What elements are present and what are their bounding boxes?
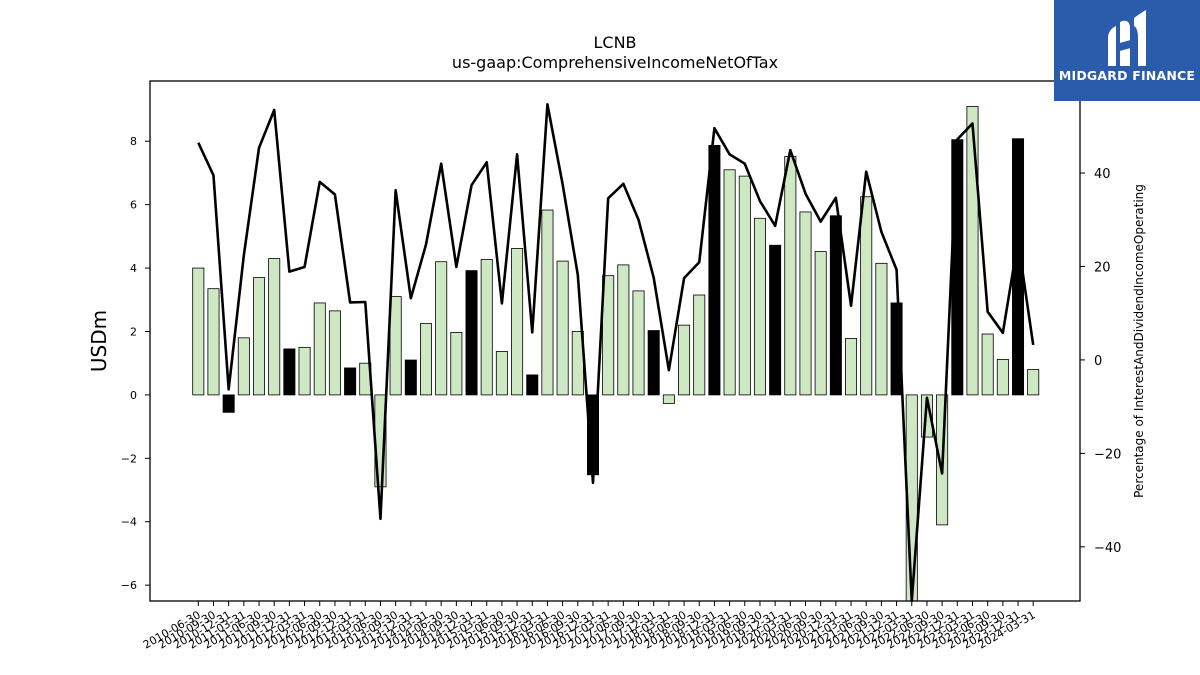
bar-2015-06-30 — [495, 351, 508, 396]
bar-2014-03-31 — [419, 323, 432, 396]
bar-2017-06-30 — [617, 264, 630, 396]
y2-tick-label: −20 — [1094, 447, 1121, 462]
bar-2012-06-30 — [313, 302, 326, 396]
bar-2017-09-30 — [632, 290, 645, 396]
bar-2011-06-30 — [253, 277, 266, 396]
bar-2020-03-31 — [784, 156, 797, 396]
bar-2015-12-31 — [526, 374, 539, 396]
bar-2016-03-31 — [541, 209, 554, 396]
y2-axis-label: Percentage of InterestAndDividendIncomeO… — [1132, 184, 1146, 498]
bar-2010-09-30 — [207, 288, 220, 396]
y-tick-label: −6 — [121, 579, 137, 592]
bar-2014-06-30 — [435, 261, 448, 396]
y2-tick-label: −40 — [1094, 541, 1121, 556]
y-tick-label: −4 — [121, 516, 137, 529]
bar-2011-09-30 — [268, 258, 281, 396]
line-layer — [197, 103, 1035, 603]
bar-2021-06-30 — [860, 196, 873, 396]
y2-tick-label: 0 — [1094, 354, 1102, 369]
y-tick-label: 8 — [130, 135, 137, 148]
bar-2011-03-31 — [237, 337, 250, 396]
y-tick-label: 4 — [130, 262, 137, 275]
bar-2013-12-31 — [404, 359, 417, 396]
bar-2012-09-30 — [328, 310, 341, 396]
bar-2018-12-31 — [708, 144, 721, 396]
bar-2019-12-31 — [769, 244, 782, 396]
bar-2015-09-30 — [511, 248, 524, 396]
bar-2010-12-31 — [222, 394, 235, 413]
bar-2010-06-30 — [192, 267, 205, 396]
bar-2018-09-30 — [693, 294, 706, 396]
bar-2021-12-31 — [890, 302, 903, 396]
bar-2023-06-30 — [981, 333, 994, 396]
chart-subtitle: us-gaap:ComprehensiveIncomeNetOfTax — [452, 53, 778, 72]
bar-2023-09-30 — [996, 358, 1009, 396]
plot-frame — [149, 80, 1081, 602]
bars-group — [192, 105, 1040, 602]
bar-2019-03-31 — [723, 169, 736, 396]
bar-2021-03-31 — [845, 338, 858, 396]
bar-2020-09-30 — [814, 251, 827, 396]
bar-2019-06-30 — [738, 175, 751, 396]
bar-2022-12-31 — [951, 139, 964, 396]
bar-2014-09-30 — [450, 332, 463, 396]
axes-group: −6−4−202468−40−20020402010-06-302010-09-… — [121, 80, 1121, 652]
bar-2018-03-31 — [662, 394, 675, 404]
bar-2021-09-30 — [875, 262, 888, 396]
y-tick-label: 0 — [130, 389, 137, 402]
bar-2022-06-30 — [920, 394, 933, 438]
y2-tick-label: 20 — [1094, 260, 1111, 275]
bar-2016-06-30 — [556, 260, 569, 396]
bar-2017-12-31 — [647, 330, 660, 396]
brand-logo: MIDGARD FINANCE — [1054, 0, 1200, 101]
y-tick-label: 2 — [130, 325, 137, 338]
bar-2023-03-31 — [966, 105, 979, 396]
y-axis-label: USDm — [87, 310, 111, 372]
y2-tick-label: 40 — [1094, 167, 1111, 182]
midgard-logo-icon — [1108, 10, 1146, 66]
chart-title: LCNB — [593, 33, 636, 52]
bar-2011-12-31 — [283, 348, 296, 396]
bar-2015-03-31 — [480, 259, 493, 396]
bar-2019-09-30 — [753, 217, 766, 396]
bar-2013-09-30 — [389, 296, 402, 396]
bar-2018-06-30 — [678, 324, 691, 396]
bar-2020-12-31 — [829, 215, 842, 396]
y-tick-label: −2 — [121, 452, 137, 465]
bar-2017-03-31 — [602, 275, 615, 396]
bar-2012-03-31 — [298, 346, 311, 396]
bar-2012-12-31 — [344, 367, 357, 396]
bar-2014-12-31 — [465, 270, 478, 396]
logo-text: MIDGARD FINANCE — [1058, 68, 1196, 83]
bar-2024-03-31 — [1027, 369, 1040, 396]
y-tick-label: 6 — [130, 199, 137, 212]
ratio-line — [197, 103, 1035, 603]
bar-2020-06-30 — [799, 211, 812, 396]
